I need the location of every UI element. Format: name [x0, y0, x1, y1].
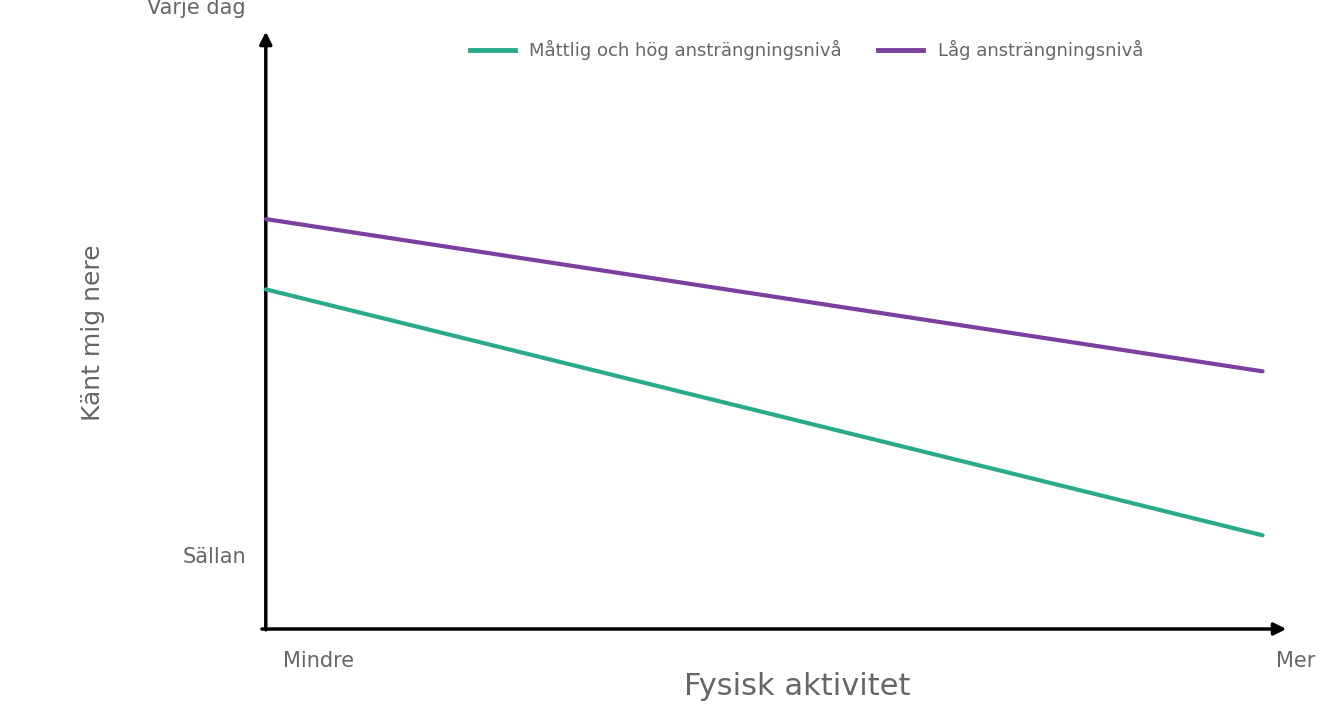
Legend: Måttlig och hög ansträngningsnivå, Låg ansträngningsnivå: Måttlig och hög ansträngningsnivå, Låg a… [461, 30, 1152, 69]
Text: Varje dag: Varje dag [148, 0, 246, 18]
Text: Mindre: Mindre [283, 651, 355, 671]
Text: Känt mig nere: Känt mig nere [81, 244, 105, 421]
Text: Fysisk aktivitet: Fysisk aktivitet [684, 672, 910, 701]
Text: Sällan: Sällan [182, 547, 246, 567]
Text: Mer: Mer [1276, 651, 1316, 671]
